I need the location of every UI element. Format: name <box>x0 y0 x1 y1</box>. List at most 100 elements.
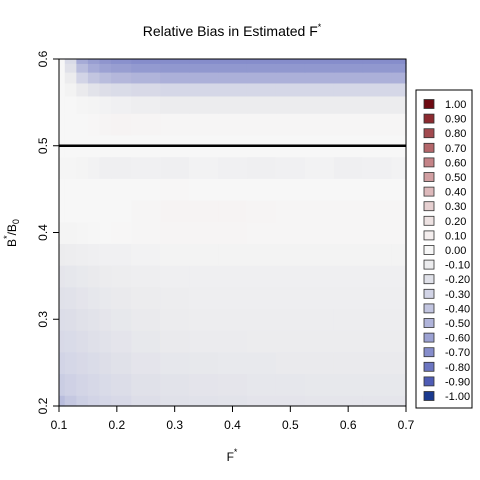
heatmap-cell <box>189 63 219 73</box>
heatmap-cell <box>87 82 101 97</box>
heatmap-cell <box>333 330 364 353</box>
heatmap-cell <box>304 286 335 310</box>
legend-swatch <box>423 391 435 401</box>
heatmap-cell <box>333 199 364 223</box>
heatmap-cell <box>131 199 161 223</box>
heatmap-cell <box>246 199 277 223</box>
heatmap-cell <box>59 72 66 84</box>
heatmap-cell <box>246 156 277 179</box>
y-tick-label: 0.2 <box>36 397 50 414</box>
heatmap-cell <box>59 156 66 179</box>
heatmap-cell <box>218 395 248 407</box>
heatmap-cell <box>304 178 335 201</box>
heatmap-cell <box>275 265 306 288</box>
heatmap-cell <box>87 286 101 310</box>
heatmap-cell <box>391 63 407 73</box>
heatmap-cell <box>64 63 77 73</box>
y-axis-title-suffix: /B <box>5 224 19 235</box>
legend-swatch <box>423 303 435 314</box>
x-tick-label: 0.1 <box>51 418 68 432</box>
heatmap-cell <box>131 63 161 73</box>
heatmap-cell <box>391 351 407 375</box>
heatmap-cell <box>391 221 407 244</box>
heatmap-cell <box>87 243 101 266</box>
heatmap-cell <box>99 113 112 136</box>
heatmap-cell <box>189 82 219 97</box>
heatmap-cell <box>59 113 66 136</box>
heatmap-cell <box>304 199 335 223</box>
heatmap-cell <box>160 156 190 179</box>
x-axis-title-superscript: * <box>234 447 238 457</box>
heatmap-cell <box>275 113 306 136</box>
heatmap-cell <box>131 308 161 331</box>
y-tick-label: 0.5 <box>36 137 50 154</box>
heatmap-cell <box>304 63 335 73</box>
legend-label: -0.80 <box>445 362 470 374</box>
heatmap-cell <box>131 395 161 407</box>
legend-label: -0.90 <box>445 376 470 388</box>
legend-label: 0.20 <box>445 216 466 228</box>
heatmap-cell <box>189 178 219 201</box>
heatmap-cell <box>99 308 112 331</box>
heatmap-cell <box>160 286 190 310</box>
legend-label: -0.70 <box>445 347 470 359</box>
legend-label: 0.40 <box>445 187 466 199</box>
heatmap-cell <box>333 82 364 97</box>
legend-swatch <box>423 113 435 124</box>
legend-swatch <box>423 259 435 270</box>
svg-text:Relative Bias in Estimated F*: Relative Bias in Estimated F* <box>143 22 322 39</box>
heatmap-cell <box>362 113 393 136</box>
heatmap-cell <box>64 199 77 223</box>
heatmap-cell <box>362 221 393 244</box>
heatmap-cell <box>64 221 77 244</box>
heatmap-cell <box>99 286 112 310</box>
heatmap-cell <box>76 265 89 288</box>
heatmap-cell <box>64 286 77 310</box>
legend-label: -1.00 <box>445 391 470 403</box>
heatmap-cell <box>189 113 219 136</box>
heatmap-cell <box>59 63 66 73</box>
heatmap-cell <box>333 59 364 64</box>
heatmap-cell <box>131 59 161 64</box>
heatmap-cell <box>87 395 101 407</box>
heatmap-cell <box>111 178 132 201</box>
heatmap-cell <box>275 72 306 84</box>
heatmap-cell <box>246 243 277 266</box>
svg-text:F*: F* <box>227 447 238 464</box>
heatmap-cell <box>131 330 161 353</box>
heatmap-cell <box>131 243 161 266</box>
heatmap-cell <box>87 95 101 114</box>
heatmap-cell <box>76 63 89 73</box>
heatmap-cell <box>59 59 66 64</box>
heatmap-cell <box>111 243 132 266</box>
heatmap-cell <box>87 308 101 331</box>
heatmap-cell <box>111 265 132 288</box>
heatmap-cell <box>111 373 132 396</box>
heatmap-cell <box>218 63 248 73</box>
heatmap-cell <box>189 373 219 396</box>
heatmap-cell <box>64 95 77 114</box>
heatmap-cell <box>160 265 190 288</box>
heatmap-cell <box>391 199 407 223</box>
chart-title: Relative Bias in Estimated F* <box>143 22 322 39</box>
legend-swatch <box>423 332 435 343</box>
heatmap-cell <box>218 156 248 179</box>
heatmap-cell <box>76 156 89 179</box>
heatmap-cell <box>131 265 161 288</box>
legend-label: -0.60 <box>445 333 470 345</box>
heatmap-cell <box>99 221 112 244</box>
heatmap-cell <box>275 330 306 353</box>
heatmap-cell <box>64 265 77 288</box>
heatmap-cell <box>59 95 66 114</box>
heatmap-cell <box>246 59 277 64</box>
heatmap-cell <box>391 330 407 353</box>
legend-label: 1.00 <box>445 99 466 111</box>
heatmap-cell <box>76 82 89 97</box>
plot-area <box>58 58 407 407</box>
heatmap-cell <box>391 82 407 97</box>
x-tick-label: 0.6 <box>340 418 357 432</box>
heatmap-cell <box>275 59 306 64</box>
x-axis: 0.1 0.2 0.3 0.4 0.5 0.6 0.7 <box>51 406 415 432</box>
heatmap-cell <box>131 286 161 310</box>
heatmap-cell <box>59 395 66 407</box>
